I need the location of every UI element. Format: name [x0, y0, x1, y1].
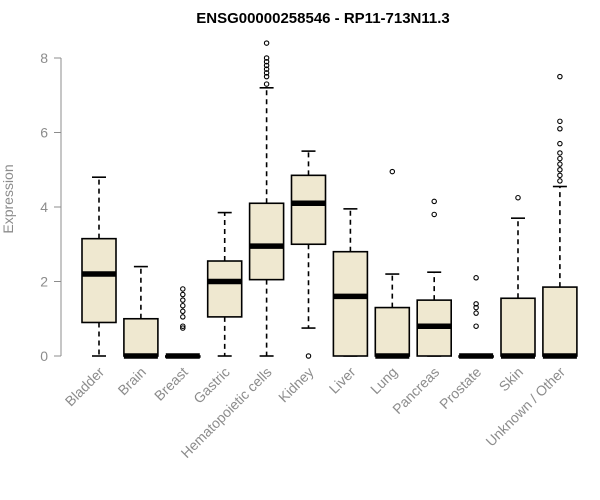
- x-tick-label: Bladder: [62, 364, 108, 410]
- box-prostate: [458, 275, 494, 359]
- outlier-point: [263, 70, 270, 76]
- x-tick-label: Prostate: [436, 364, 484, 412]
- outlier-point: [557, 155, 563, 162]
- y-tick-label: 0: [40, 348, 48, 364]
- outlier-point: [263, 66, 270, 72]
- box-iqr: [500, 297, 536, 357]
- box-breast: [165, 286, 201, 359]
- box-pancreas: [416, 198, 453, 357]
- outlier-point: [180, 314, 186, 320]
- x-tick-label: Brain: [115, 364, 149, 398]
- outlier-point: [180, 325, 186, 331]
- box-iqr: [542, 286, 578, 357]
- box-lung: [374, 168, 411, 359]
- box-kidney: [290, 150, 327, 359]
- outlier-point: [557, 126, 563, 132]
- x-tick-label: Breast: [151, 364, 191, 404]
- outlier-point: [557, 161, 563, 167]
- box-iqr: [374, 306, 411, 357]
- outlier-point: [431, 211, 437, 218]
- outlier-point: [515, 194, 521, 201]
- box-iqr: [206, 260, 243, 318]
- outlier-point: [557, 140, 563, 147]
- outlier-point: [557, 172, 563, 179]
- box-liver: [332, 208, 369, 357]
- outlier-point: [180, 286, 186, 292]
- x-tick-label: Lung: [367, 364, 400, 397]
- y-tick-label: 8: [40, 50, 48, 66]
- outlier-point: [431, 198, 437, 205]
- box-skin: [500, 194, 536, 359]
- outlier-point: [389, 168, 396, 175]
- outlier-point: [263, 55, 270, 61]
- outlier-point: [473, 275, 479, 281]
- outlier-point: [263, 40, 270, 46]
- outlier-point: [305, 353, 312, 359]
- y-axis-label: Expression: [0, 164, 16, 233]
- outlier-point: [180, 308, 186, 315]
- box-iqr: [123, 317, 159, 357]
- box-gastric: [206, 211, 243, 357]
- box-bladder: [81, 176, 117, 357]
- outlier-point: [180, 302, 186, 309]
- y-axis: 0 2 4 6 8: [40, 50, 62, 364]
- y-tick-label: 4: [40, 199, 48, 215]
- box-iqr: [248, 202, 285, 281]
- outlier-point: [473, 310, 479, 316]
- outlier-point: [263, 73, 270, 80]
- outlier-point: [473, 304, 479, 311]
- outlier-point: [557, 73, 563, 80]
- outlier-point: [263, 81, 270, 87]
- x-tick-label: Unknown / Other: [482, 364, 568, 450]
- outlier-point: [263, 62, 270, 69]
- outlier-point: [557, 178, 563, 184]
- box-iqr: [290, 174, 327, 246]
- box-iqr: [81, 237, 117, 324]
- box-hematopoietic-cells: [248, 40, 285, 357]
- outlier-point: [557, 118, 563, 125]
- boxes-group: [81, 40, 578, 359]
- outlier-point: [180, 291, 186, 298]
- outlier-point: [180, 297, 186, 303]
- y-tick-label: 6: [40, 125, 48, 141]
- x-tick-label: Kidney: [275, 364, 317, 406]
- box-iqr: [332, 250, 369, 357]
- box-unknown-other: [542, 73, 578, 359]
- box-brain: [123, 265, 159, 359]
- x-tick-label: Skin: [496, 364, 527, 395]
- x-tick-label: Pancreas: [389, 364, 442, 417]
- outlier-point: [473, 301, 479, 307]
- outlier-point: [263, 58, 270, 65]
- outlier-point: [557, 167, 563, 173]
- y-tick-label: 2: [40, 274, 48, 290]
- x-tick-label: Liver: [326, 364, 359, 397]
- outlier-point: [473, 323, 479, 329]
- outlier-point: [557, 150, 563, 156]
- chart-title: ENSG00000258546 - RP11-713N11.3: [196, 10, 450, 27]
- outlier-point: [180, 323, 186, 329]
